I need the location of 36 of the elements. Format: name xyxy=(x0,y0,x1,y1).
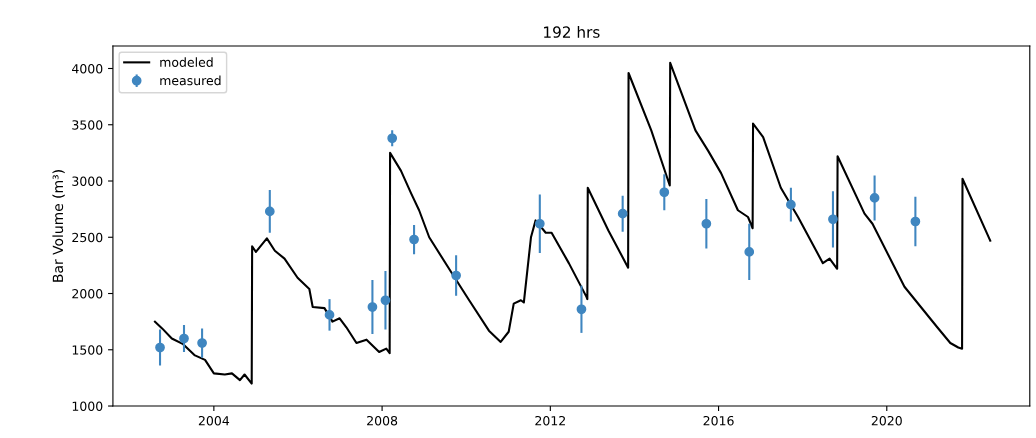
y-axis-title: Bar Volume (m³) xyxy=(52,170,65,282)
point xyxy=(617,208,628,219)
y-tick-label: 2000 xyxy=(72,288,103,299)
point xyxy=(534,218,545,229)
y-tick-label: 2500 xyxy=(72,232,103,243)
point xyxy=(451,270,461,281)
y-tick-label: 3000 xyxy=(72,176,103,186)
y-tick-label: 1500 xyxy=(72,345,103,355)
point xyxy=(264,206,275,217)
y-tick-label: 3500 xyxy=(72,120,103,130)
x-tick-label: 2008 xyxy=(367,415,398,426)
point xyxy=(659,187,670,198)
x-tick-label: 2020 xyxy=(871,415,902,426)
point xyxy=(324,310,335,320)
point xyxy=(576,304,587,315)
point xyxy=(387,133,398,144)
point xyxy=(380,295,391,306)
y-tick-label: 1000 xyxy=(72,401,103,411)
point xyxy=(409,234,419,245)
point xyxy=(155,342,165,353)
point xyxy=(197,338,207,348)
point xyxy=(701,218,712,229)
x-tick-label: 2012 xyxy=(535,415,565,426)
y-tick-label: 4000 xyxy=(72,63,103,74)
point xyxy=(828,214,838,225)
chart-title: 192 hrs xyxy=(544,26,600,38)
point xyxy=(786,199,796,210)
legend-label: measured xyxy=(160,75,221,86)
point xyxy=(367,302,378,312)
point xyxy=(744,247,755,257)
point xyxy=(910,216,921,227)
point xyxy=(869,193,880,203)
x-tick-label: 2016 xyxy=(703,415,734,426)
point xyxy=(179,333,189,344)
x-tick-label: 2004 xyxy=(198,415,230,426)
legend-label: modeled xyxy=(160,57,213,67)
